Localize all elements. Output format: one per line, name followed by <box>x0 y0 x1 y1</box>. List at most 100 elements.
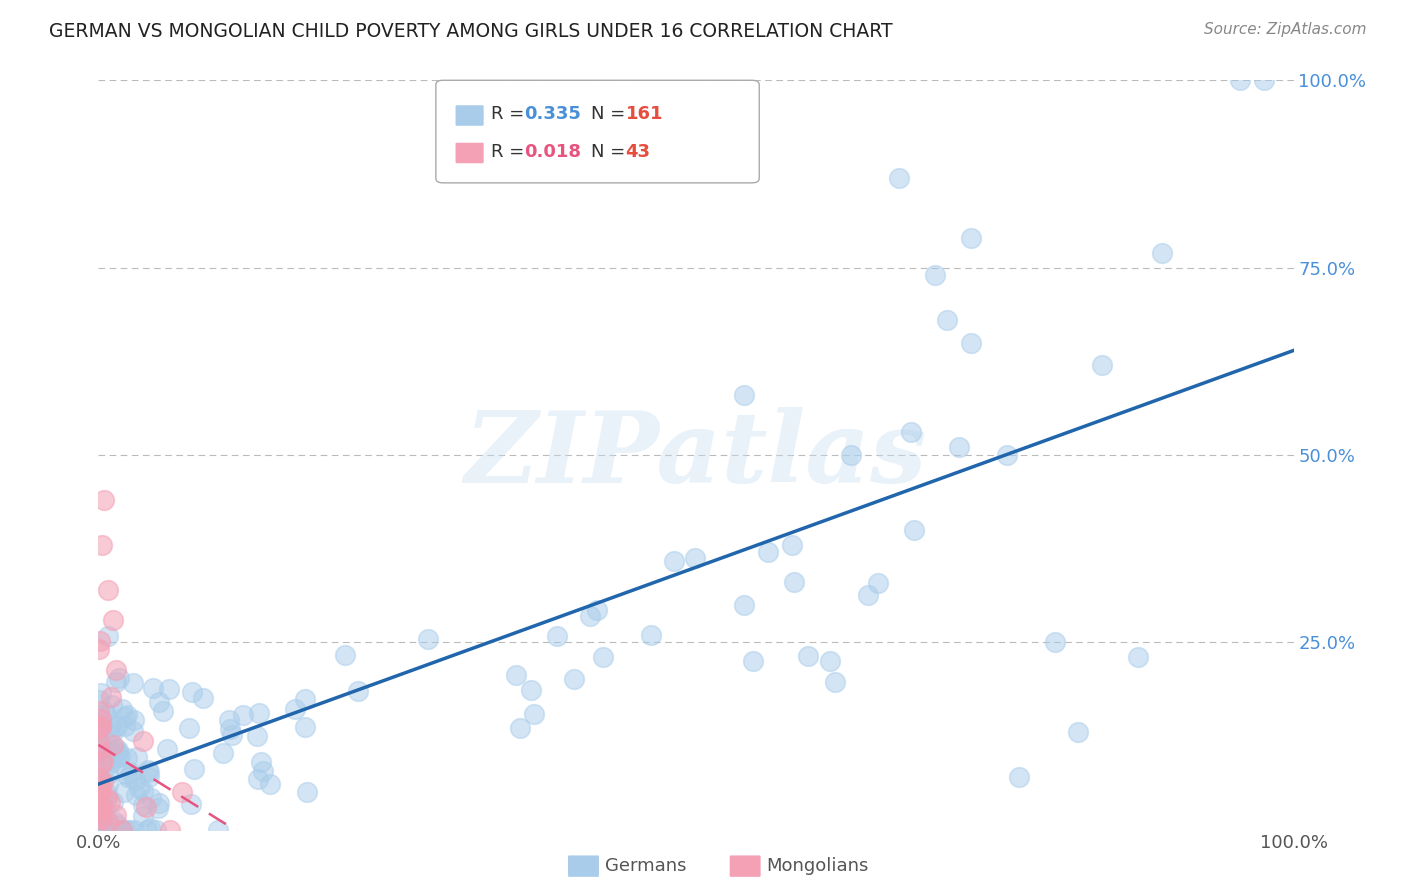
Point <box>96 732 118 747</box>
Point <box>104 815 127 830</box>
Point <box>90 713 112 727</box>
Point <box>131 809 153 823</box>
Point <box>101 739 124 753</box>
Point <box>780 538 803 552</box>
Point <box>90 712 112 726</box>
Point <box>1067 725 1090 739</box>
Point <box>87 822 110 837</box>
Point <box>108 822 131 837</box>
Point <box>115 767 138 781</box>
Point <box>89 777 111 791</box>
Point <box>114 710 136 724</box>
Point <box>664 554 686 568</box>
Point <box>105 719 128 733</box>
Point <box>960 335 983 350</box>
Point <box>523 706 546 721</box>
Point <box>818 654 841 668</box>
Point <box>97 753 120 767</box>
Point <box>179 721 201 735</box>
Point <box>94 789 117 804</box>
Point <box>87 795 110 809</box>
Point <box>640 628 662 642</box>
Point <box>107 743 129 757</box>
Point <box>90 756 112 770</box>
Point <box>995 448 1018 462</box>
Text: 0.335: 0.335 <box>524 105 581 123</box>
Point <box>562 672 585 686</box>
Point <box>155 742 177 756</box>
Point <box>132 784 155 798</box>
Point <box>91 538 114 552</box>
Point <box>90 740 112 755</box>
Point <box>89 783 111 797</box>
Point <box>89 805 111 819</box>
Point <box>180 797 202 812</box>
Text: Germans: Germans <box>605 857 686 875</box>
Point <box>139 821 162 835</box>
Point <box>89 633 111 648</box>
Point <box>900 425 922 440</box>
Point <box>733 388 755 402</box>
Point <box>232 707 254 722</box>
Point <box>89 693 111 707</box>
Point <box>91 805 114 820</box>
Point <box>132 734 155 748</box>
Point <box>91 821 114 835</box>
Point <box>97 767 120 781</box>
Point <box>101 755 124 769</box>
Point <box>87 816 110 830</box>
Point <box>87 743 110 757</box>
Point <box>152 704 174 718</box>
Point <box>868 575 890 590</box>
Point <box>824 675 846 690</box>
Point <box>90 781 112 796</box>
Point <box>936 313 959 327</box>
Point <box>111 822 134 837</box>
Point <box>1253 73 1275 87</box>
Point <box>141 791 163 805</box>
Point <box>111 822 134 837</box>
Point <box>546 629 568 643</box>
Point <box>87 722 110 736</box>
Point <box>111 702 134 716</box>
Point <box>104 741 127 756</box>
Text: N =: N = <box>591 105 630 123</box>
Point <box>105 675 128 690</box>
Point <box>87 771 110 785</box>
Point <box>97 746 120 760</box>
Point <box>505 668 527 682</box>
Point <box>96 747 118 762</box>
Point <box>87 812 110 826</box>
Point <box>148 796 170 810</box>
Text: 0.018: 0.018 <box>524 143 582 161</box>
Point <box>135 800 157 814</box>
Point <box>246 772 269 786</box>
Point <box>87 724 110 739</box>
Point <box>103 725 125 739</box>
Point <box>89 796 111 810</box>
Point <box>94 705 117 719</box>
Point <box>101 698 124 712</box>
Point <box>183 762 205 776</box>
Point <box>520 682 543 697</box>
Point <box>141 681 163 695</box>
Text: Source: ZipAtlas.com: Source: ZipAtlas.com <box>1204 22 1367 37</box>
Point <box>903 523 925 537</box>
Point <box>87 642 110 657</box>
Point <box>107 671 129 685</box>
Point <box>93 753 115 767</box>
Text: Mongolians: Mongolians <box>766 857 869 875</box>
Point <box>89 800 111 814</box>
Point <box>89 771 111 785</box>
Point <box>249 755 271 769</box>
Point <box>89 775 111 789</box>
Point <box>247 706 270 721</box>
Point <box>1128 650 1150 665</box>
Point <box>960 230 983 244</box>
Point <box>97 777 120 791</box>
Point <box>683 551 706 566</box>
Point <box>284 702 307 716</box>
Point <box>294 720 316 734</box>
Point <box>91 774 114 789</box>
Point <box>585 602 607 616</box>
